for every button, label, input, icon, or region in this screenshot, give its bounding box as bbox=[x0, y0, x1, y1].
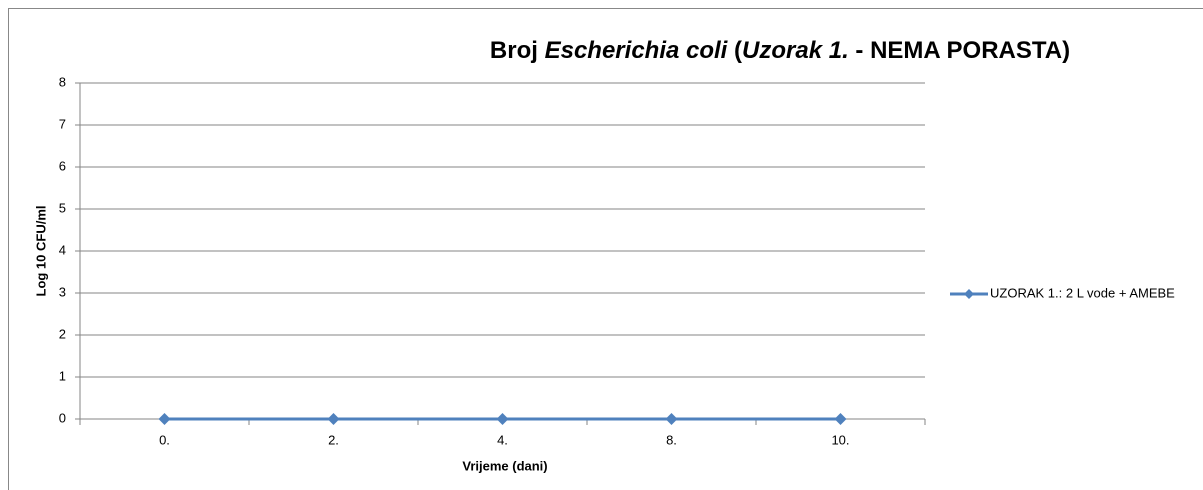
chart-border bbox=[8, 8, 1203, 490]
y-tick-label: 6 bbox=[59, 158, 66, 173]
y-tick-label: 0 bbox=[59, 410, 66, 425]
legend-marker bbox=[964, 289, 974, 299]
title-part: ( bbox=[727, 37, 742, 64]
y-tick-label: 5 bbox=[59, 200, 66, 215]
x-axis-label: Vrijeme (dani) bbox=[462, 458, 547, 473]
y-tick-label: 2 bbox=[59, 326, 66, 341]
x-tick-label: 4. bbox=[497, 432, 508, 447]
x-tick-label: 2. bbox=[328, 432, 339, 447]
x-tick-label: 8. bbox=[666, 432, 677, 447]
x-tick-label: 0. bbox=[159, 432, 170, 447]
y-tick-label: 3 bbox=[59, 284, 66, 299]
y-tick-label: 4 bbox=[59, 242, 66, 257]
y-axis-label: Log 10 CFU/ml bbox=[33, 205, 48, 296]
title-part: Broj bbox=[490, 37, 545, 64]
y-tick-label: 7 bbox=[59, 116, 66, 131]
data-point bbox=[496, 413, 509, 425]
data-point bbox=[834, 413, 847, 425]
y-tick-label: 1 bbox=[59, 368, 66, 383]
title-part: Uzorak 1. bbox=[742, 37, 849, 64]
x-tick-label: 10. bbox=[831, 432, 849, 447]
legend-label: UZORAK 1.: 2 L vode + AMEBE bbox=[990, 285, 1175, 300]
data-point bbox=[158, 413, 171, 425]
title-part: - NEMA PORASTA) bbox=[849, 37, 1070, 64]
title-part: Escherichia coli bbox=[545, 37, 729, 64]
chart-title: Broj Escherichia coli (Uzorak 1. - NEMA … bbox=[490, 37, 1070, 64]
data-point bbox=[665, 413, 678, 425]
data-point bbox=[327, 413, 340, 425]
y-tick-label: 8 bbox=[59, 74, 66, 89]
